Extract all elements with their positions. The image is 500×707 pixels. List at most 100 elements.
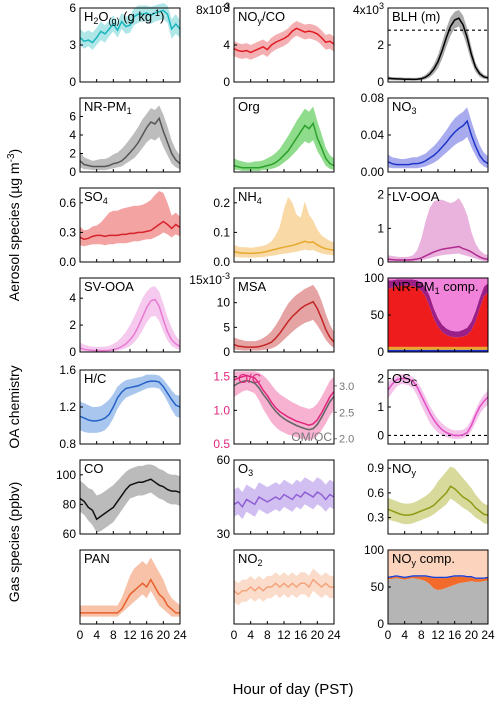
panel-msa: 0 5 10 15x10-3 MSA <box>189 271 335 359</box>
panel-title: PAN <box>84 551 110 566</box>
panel-no2: 0 4 8 12 16 20 24 NO2 <box>231 549 341 642</box>
panel-title: NR-PM1 <box>84 99 132 116</box>
panel-osc: 0 1 2 OSC <box>377 369 489 445</box>
panel-title: NO2 <box>238 551 263 568</box>
nr-pm1-line <box>79 116 181 168</box>
no3-line <box>387 119 489 166</box>
y-tick-label: 4 <box>69 291 76 305</box>
x-tick-label: 20 <box>465 628 479 642</box>
panel-title: SV-OOA <box>84 279 134 294</box>
no2-line <box>233 578 334 596</box>
y-tick-label: 0.0 <box>59 255 76 269</box>
no3-range-band <box>388 107 488 169</box>
x-tick-label: 4 <box>401 628 408 642</box>
y-tick-label: 100 <box>364 271 384 285</box>
panel-title: NO3 <box>392 99 417 116</box>
y-tick-label: 0 <box>377 255 384 269</box>
msa-line <box>233 300 335 348</box>
panel-nh4: 0.0 0.1 0.2 NH4 <box>213 187 335 269</box>
panel-title: O3 <box>238 461 253 478</box>
secondary-tick-label: 3.0 <box>339 381 354 393</box>
y-tick-label: 1.0 <box>213 403 230 417</box>
org-range-band <box>234 106 334 171</box>
row-group-labels: Aerosol species (µg m-3) OA chemistry Gas … <box>6 149 22 602</box>
panel-nr-pm1-comp: 0 50 100 NR-PM1 comp. <box>364 271 489 359</box>
y-tick-label: 0.00 <box>361 165 385 179</box>
panel-no3: 0.00 0.04 0.08 NO3 <box>361 91 489 179</box>
y-tick-label: 0.2 <box>213 196 230 210</box>
panel-title: BLH (m) <box>392 9 440 24</box>
axis-multiplier: 4x103 <box>353 1 384 17</box>
y-tick-label: 0.8 <box>59 437 76 451</box>
y-tick-label: 80 <box>63 497 77 511</box>
x-tick-label: 20 <box>157 628 171 642</box>
y-tick-label: 2 <box>377 188 384 202</box>
panel-title: O/C <box>238 371 261 386</box>
no2-range-band <box>234 568 334 606</box>
panel-noy: 0.3 0.6 0.9 NOy <box>367 459 489 535</box>
y-tick-label: 2 <box>377 372 384 386</box>
panel-title: LV-OOA <box>392 189 440 204</box>
panel-co: 60 80 100 CO <box>56 459 181 541</box>
y-tick-label: 0 <box>377 428 384 442</box>
noy-line <box>387 485 489 516</box>
noy-range-band <box>388 466 488 525</box>
x-tick-label: 24 <box>173 628 187 642</box>
y-tick-label: 100 <box>364 543 384 557</box>
x-tick-label: 16 <box>294 628 308 642</box>
org-line <box>233 121 335 169</box>
y-tick-label: 4 <box>223 38 230 52</box>
om-oc-label: OM/OC <box>291 430 332 444</box>
x-tick-label: 24 <box>327 628 341 642</box>
panel-title: H/C <box>84 371 106 386</box>
x-tick-label: 12 <box>431 628 445 642</box>
x-tick-label: 8 <box>110 628 117 642</box>
noy-co-range-band <box>234 20 334 60</box>
y-tick-label: 30 <box>217 527 231 541</box>
panel-so4: 0.0 0.3 0.6 SO4 <box>59 187 181 269</box>
y-tick-label: 0.08 <box>361 91 385 105</box>
y-tick-label: 0.5 <box>213 437 230 451</box>
y-tick-label: 6 <box>69 1 76 15</box>
noy-comp-stack-2 <box>388 575 488 579</box>
so4-range-band <box>80 190 180 247</box>
x-tick-label: 0 <box>231 628 238 642</box>
x-tick-label: 8 <box>418 628 425 642</box>
panel-title: NR-PM1 comp. <box>392 279 479 296</box>
panel-lv-ooa: 0 1 2 LV-OOA <box>377 187 489 269</box>
o-c-line <box>233 374 335 426</box>
y-tick-label: 100 <box>56 468 76 482</box>
x-tick-label: 0 <box>77 628 84 642</box>
nr-pm1-comp-stack-1 <box>388 346 488 350</box>
y-tick-label: 0.6 <box>367 486 384 500</box>
y-tick-label: 0.9 <box>367 461 384 475</box>
panel-title: CO <box>84 461 104 476</box>
nr-pm1-comp-stack-2 <box>388 285 488 347</box>
y-tick-label: 5 <box>223 320 230 334</box>
y-tick-label: 2 <box>377 38 384 52</box>
x-tick-label: 20 <box>311 628 325 642</box>
aerosol-species-label: Aerosol species (µg m-3) <box>6 149 22 301</box>
y-tick-label: 0 <box>223 75 230 89</box>
noy-comp-stack-3 <box>388 550 488 578</box>
y-tick-label: 0.0 <box>213 255 230 269</box>
x-tick-label: 24 <box>481 628 495 642</box>
panel-title: NH4 <box>238 189 262 206</box>
y-tick-label: 6 <box>69 110 76 124</box>
y-tick-label: 10 <box>217 296 231 310</box>
panel-title: OSC <box>392 371 418 388</box>
nr-pm1-comp-stack-4 <box>388 278 488 332</box>
x-tick-label: 4 <box>93 628 100 642</box>
y-tick-label: 1 <box>377 400 384 414</box>
y-tick-label: 8 <box>223 1 230 15</box>
y-tick-label: 0 <box>69 345 76 359</box>
panel-title: H2O(g) (g kg-1) <box>84 8 164 26</box>
panel-o3: 30 60 O3 <box>217 453 335 541</box>
nh4-line <box>233 240 335 255</box>
y-tick-label: 0.04 <box>361 128 385 142</box>
y-tick-label: 50 <box>371 580 385 594</box>
y-tick-label: 2 <box>69 147 76 161</box>
x-tick-label: 4 <box>247 628 254 642</box>
